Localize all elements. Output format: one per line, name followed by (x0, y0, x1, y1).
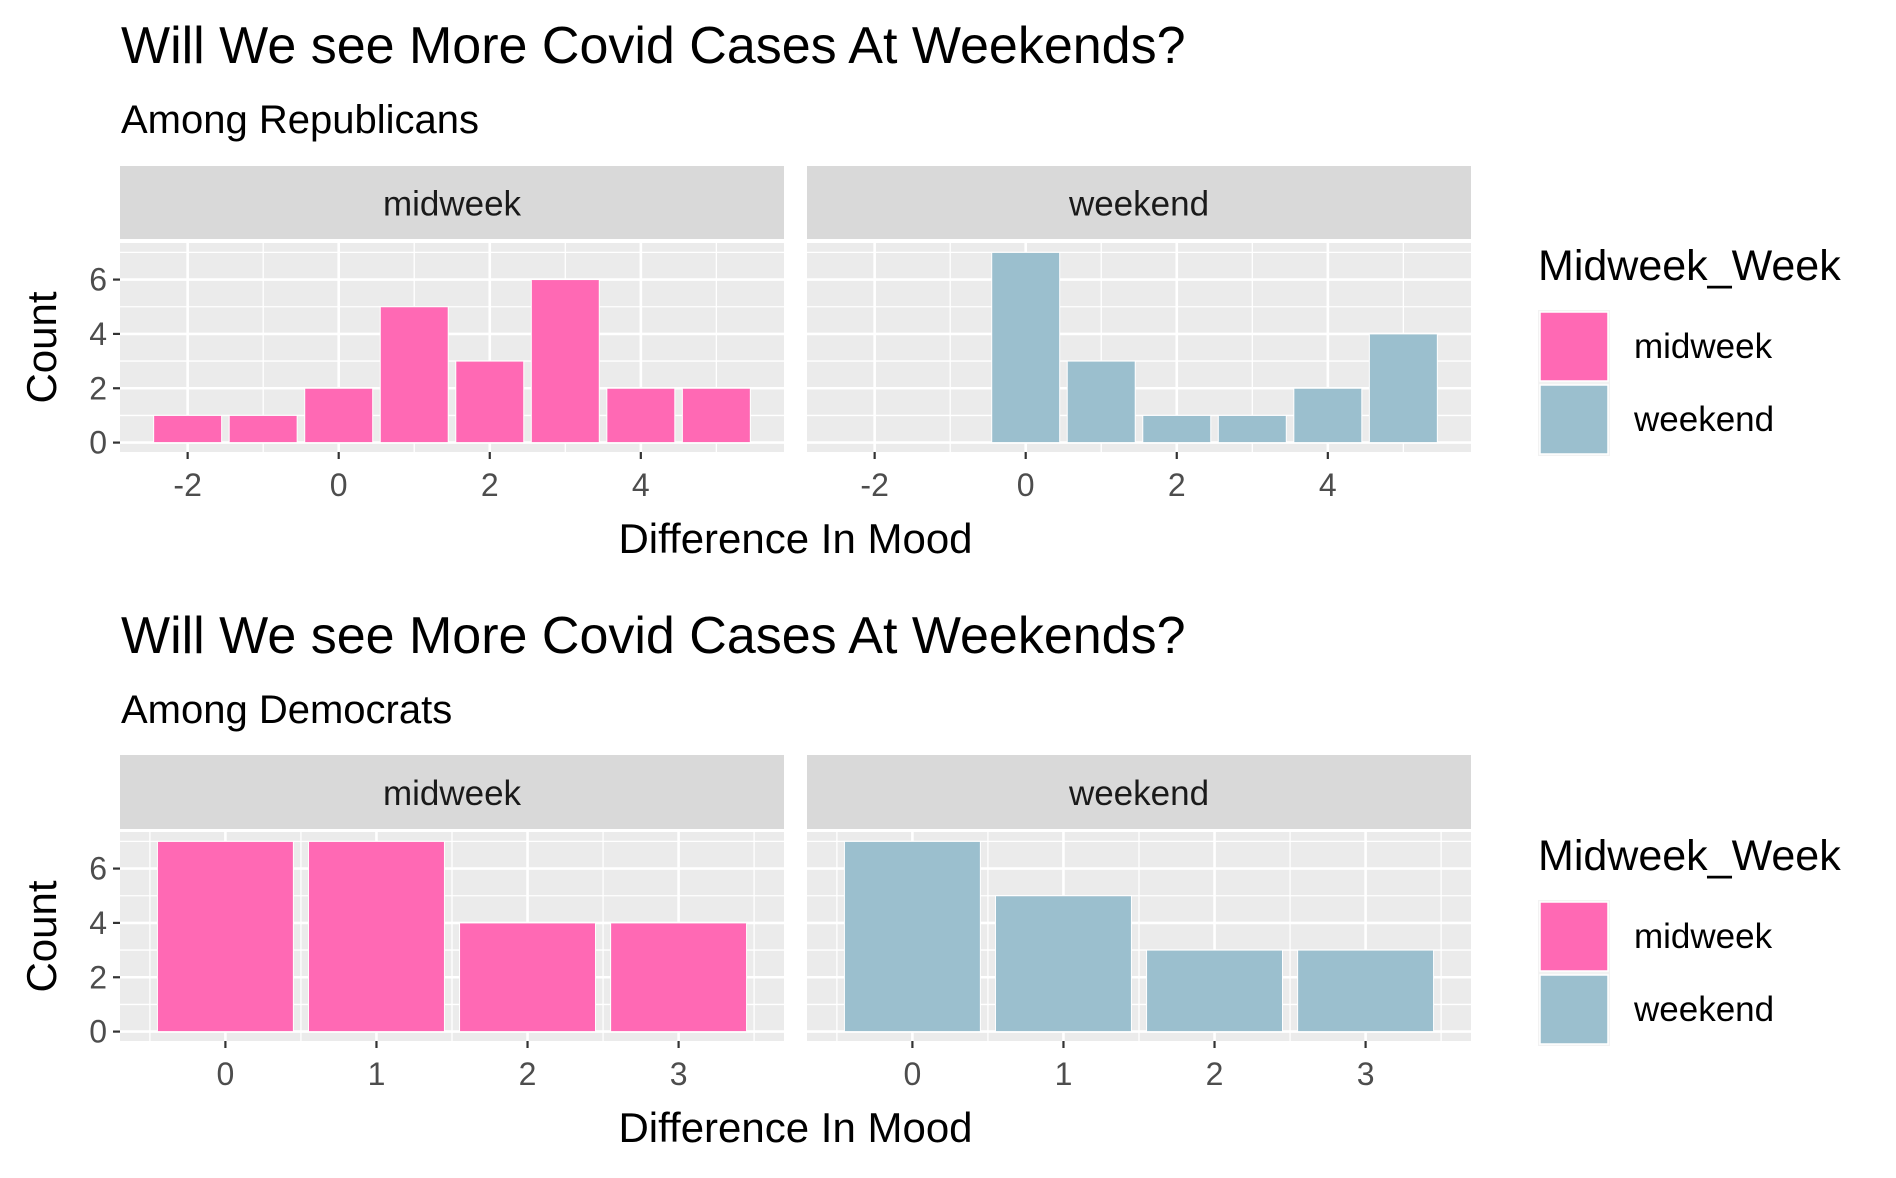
chart2-panel2-bar (1297, 949, 1435, 1033)
chart1-subtitle: Among Republicans (121, 98, 479, 142)
chart1-panel1-bar (379, 306, 449, 444)
chart2-legend-label: midweek (1634, 917, 1773, 956)
chart2-panel2-bar (994, 895, 1132, 1033)
chart1-y-tick-label: 0 (89, 425, 107, 461)
chart1-y-tick-label: 4 (89, 316, 107, 352)
chart1-panel1-strip (120, 166, 784, 239)
chart1-panel1-bar (304, 387, 374, 444)
chart2-legend-swatch (1539, 974, 1609, 1045)
chart1-panel2-bar (991, 251, 1061, 444)
chart1-panel1-strip-label: midweek (383, 185, 522, 224)
chart1-panel2-strip-label: weekend (1068, 185, 1209, 224)
chart2-panel1-strip (120, 755, 784, 829)
chart1-legend-label: midweek (1634, 327, 1773, 366)
chart1-panel2-bar (1066, 360, 1136, 444)
chart2-y-axis-title: Count (18, 880, 65, 992)
chart1-panel1-bar (530, 279, 600, 444)
chart1-panel2-bar (1142, 414, 1212, 444)
chart2-legend-title: Midweek_Week (1538, 832, 1841, 880)
chart1-panel2-bar (1368, 333, 1438, 444)
chart2-panel1-x-tick-label: 2 (519, 1056, 537, 1092)
chart2-panel1-x-tick-label: 3 (670, 1056, 688, 1092)
chart1-panel1-bar (681, 387, 751, 444)
chart1-panel2-x-tick-label: 0 (1017, 467, 1035, 503)
chart2-panel1-x-tick-label: 1 (368, 1056, 386, 1092)
chart1-x-axis-title: Difference In Mood (618, 515, 972, 562)
chart1-y-axis-title: Count (18, 291, 65, 403)
chart2-panel2-bar (1146, 949, 1284, 1033)
chart1-panel2-bar (1217, 414, 1287, 444)
chart1-panel2-x-tick-label: 2 (1168, 467, 1186, 503)
chart2-panel1-bar (610, 922, 748, 1033)
chart2-panel2-x-tick-label: 0 (904, 1056, 922, 1092)
chart1-panel2-x-tick-label: -2 (860, 467, 888, 503)
chart1-panel2-strip (807, 166, 1471, 239)
chart2-panel1-x-tick-label: 0 (217, 1056, 235, 1092)
chart2-y-tick-label: 0 (89, 1014, 107, 1050)
chart1-panel1-bar (228, 414, 298, 444)
chart1-panel2-bar (1293, 387, 1363, 444)
chart2-panel1-bar (307, 840, 445, 1033)
chart2-panel1-strip-label: midweek (383, 774, 522, 813)
chart1-legend-title: Midweek_Week (1538, 242, 1841, 290)
chart1-panel1-x-tick-label: 2 (481, 467, 499, 503)
chart1-y-tick-label: 2 (89, 370, 107, 406)
chart2-x-axis-title: Difference In Mood (618, 1104, 972, 1151)
chart2-y-tick-label: 6 (89, 851, 107, 887)
chart2-panel2-x-tick-label: 1 (1055, 1056, 1073, 1092)
chart2-panel2-strip-label: weekend (1068, 774, 1209, 813)
chart2-panel1-bar (459, 922, 597, 1033)
chart1-panel1-bar (153, 414, 223, 444)
chart2-panel2-x-tick-label: 3 (1357, 1056, 1375, 1092)
chart2-panel2-x-tick-label: 2 (1206, 1056, 1224, 1092)
chart1-title: Will We see More Covid Cases At Weekends… (121, 17, 1186, 75)
chart2-panel2-bar (843, 840, 981, 1033)
chart1-panel1-bar (455, 360, 525, 444)
chart2-panel2-strip (807, 755, 1471, 829)
chart2-legend-swatch (1539, 901, 1609, 972)
chart2-y-tick-label: 2 (89, 959, 107, 995)
chart1-panel1-x-tick-label: 0 (330, 467, 348, 503)
chart1-panel1-x-tick-label: 4 (632, 467, 650, 503)
chart1-legend-swatch (1539, 311, 1609, 382)
chart1-panel1-bar (606, 387, 676, 444)
chart2-y-tick-label: 4 (89, 905, 107, 941)
chart1-legend-label: weekend (1633, 400, 1774, 439)
chart1-panel2-x-tick-label: 4 (1319, 467, 1337, 503)
chart2-legend-label: weekend (1633, 990, 1774, 1029)
chart1-legend-swatch (1539, 384, 1609, 455)
chart1-y-tick-label: 6 (89, 262, 107, 298)
chart2-subtitle: Among Democrats (121, 688, 452, 732)
chart2-panel1-bar (156, 840, 294, 1033)
chart2-title: Will We see More Covid Cases At Weekends… (121, 607, 1186, 665)
chart1-panel1-x-tick-label: -2 (173, 467, 201, 503)
